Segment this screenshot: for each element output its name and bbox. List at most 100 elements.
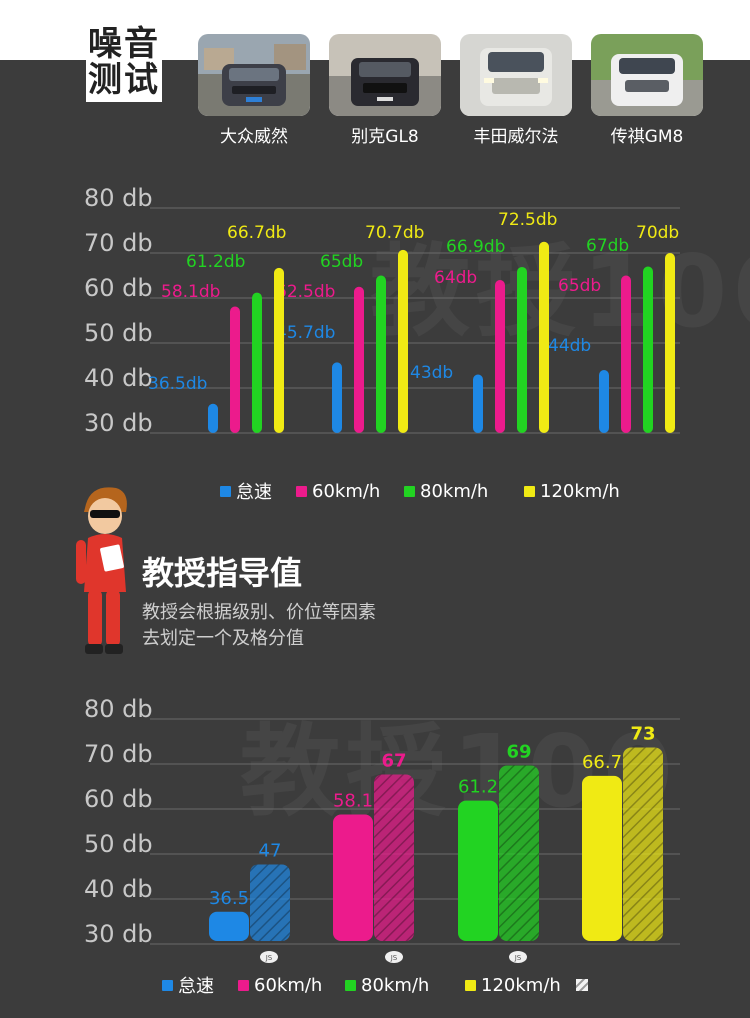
noise-test-title: 噪音 测试 bbox=[86, 26, 162, 102]
legend-label-120kmh: 120km/h bbox=[540, 480, 620, 502]
chart2-ytick-label: 70 db bbox=[84, 740, 153, 768]
chart1-bar bbox=[539, 241, 549, 433]
chart1-bar bbox=[208, 403, 218, 433]
legend2-label-80kmh: 80km/h bbox=[361, 974, 430, 996]
chart2-legend: 怠速 60km/h 80km/h 120km/h bbox=[0, 972, 750, 998]
chart1-bar bbox=[599, 370, 609, 433]
chart1-bar bbox=[517, 266, 527, 433]
chart1-data-label: 45.7db bbox=[276, 323, 335, 343]
car-label-buick-gl8: 别克GL8 bbox=[351, 127, 419, 147]
chart2-bar-guidance bbox=[499, 765, 539, 941]
chart2-js-marker-text: JS bbox=[265, 954, 273, 962]
title-line-1: 噪音 bbox=[88, 24, 160, 64]
chart1-bar bbox=[495, 280, 505, 433]
chart1-bar bbox=[621, 275, 631, 433]
car-photo-vw-viloran bbox=[198, 34, 310, 116]
chart1-ytick-label: 70 db bbox=[84, 229, 153, 257]
chart2-bar-measured bbox=[209, 911, 249, 941]
chart2-ytick-label: 50 db bbox=[84, 830, 153, 858]
chart2-data-label-guidance: 47 bbox=[259, 841, 282, 862]
professor-guidance-description: 教授会根据级别、价位等因素 去划定一个及格分值 bbox=[142, 600, 376, 652]
legend2-item-60kmh: 60km/h bbox=[238, 972, 322, 998]
chart2-bar-measured bbox=[582, 775, 622, 941]
legend2-swatch-120kmh bbox=[465, 979, 476, 991]
chart1-data-label: 65db bbox=[320, 252, 363, 272]
legend-swatch-80kmh bbox=[404, 485, 415, 497]
chart1-data-label: 70.7db bbox=[365, 223, 424, 243]
chart2-ytick-label: 80 db bbox=[84, 695, 153, 723]
chart1-data-label: 67db bbox=[586, 236, 629, 256]
chart1-bar bbox=[354, 286, 364, 433]
chart2-bar-guidance bbox=[250, 864, 290, 941]
legend2-item-120kmh: 120km/h bbox=[465, 972, 561, 998]
professor-guidance-chart: 30 db 40 db 50 db 60 db 70 db 80 db 36.5 47 58.1… bbox=[84, 695, 680, 963]
chart1-data-label: 62.5db bbox=[276, 282, 335, 302]
legend-label-80kmh: 80km/h bbox=[420, 480, 489, 502]
chart1-data-label: 43db bbox=[410, 363, 453, 383]
chart1-bar bbox=[230, 306, 240, 433]
chart1-bar bbox=[473, 374, 483, 433]
chart1-data-label: 58.1db bbox=[161, 282, 220, 302]
chart1-data-label: 66.7db bbox=[227, 223, 286, 243]
chart2-ytick-label: 40 db bbox=[84, 875, 153, 903]
legend2-swatch-idle bbox=[162, 979, 173, 991]
legend-item-120kmh: 120km/h bbox=[524, 478, 620, 504]
car-photo-trumpchi-gm8 bbox=[591, 34, 703, 116]
legend-item-idle: 怠速 bbox=[220, 478, 272, 504]
legend2-item-idle: 怠速 bbox=[162, 972, 214, 998]
chart1-data-label: 65db bbox=[558, 276, 601, 296]
chart2-ytick-label: 60 db bbox=[84, 785, 153, 813]
legend-label-idle: 怠速 bbox=[236, 482, 272, 503]
chart1-legend: 怠速 60km/h 80km/h 120km/h bbox=[0, 478, 750, 504]
chart1-ytick-label: 40 db bbox=[84, 364, 153, 392]
chart1-bar bbox=[252, 292, 262, 433]
legend2-item-hatched bbox=[576, 972, 588, 998]
chart2-bar-measured bbox=[333, 814, 373, 941]
legend2-hatched-swatch-icon bbox=[576, 979, 588, 991]
legend-item-80kmh: 80km/h bbox=[404, 478, 488, 504]
chart2-data-label-measured: 36.5 bbox=[209, 888, 249, 909]
chart1-data-label: 70db bbox=[636, 223, 679, 243]
chart2-data-label-guidance: 67 bbox=[381, 751, 406, 772]
legend-label-60kmh: 60km/h bbox=[312, 480, 381, 502]
chart1-bar bbox=[665, 253, 675, 433]
noise-test-chart: 30 db 40 db 50 db 60 db 70 db 80 db 36.5db 45.7… bbox=[84, 184, 680, 437]
legend-swatch-60kmh bbox=[296, 485, 307, 497]
chart2-bar-guidance bbox=[374, 774, 414, 941]
chart1-bar bbox=[332, 362, 342, 433]
chart1-data-label: 72.5db bbox=[498, 210, 557, 230]
chart2-data-label-guidance: 73 bbox=[630, 724, 655, 745]
chart2-bar-guidance bbox=[623, 747, 663, 941]
chart1-data-label: 64db bbox=[434, 268, 477, 288]
chart1-bar bbox=[643, 266, 653, 433]
legend2-label-120kmh: 120km/h bbox=[481, 974, 561, 996]
car-photo-buick-gl8 bbox=[329, 34, 441, 116]
legend2-swatch-80kmh bbox=[345, 979, 356, 991]
chart1-ytick-label: 50 db bbox=[84, 319, 153, 347]
legend2-label-60kmh: 60km/h bbox=[254, 974, 323, 996]
chart2-js-marker-text: JS bbox=[390, 954, 398, 962]
chart2-ytick-label: 30 db bbox=[84, 920, 153, 948]
legend2-item-80kmh: 80km/h bbox=[345, 972, 429, 998]
chart2-data-label-measured: 61.2 bbox=[458, 777, 498, 798]
legend-item-60kmh: 60km/h bbox=[296, 478, 380, 504]
professor-mascot-icon bbox=[76, 487, 127, 654]
professor-guidance-title: 教授指导值 bbox=[142, 554, 303, 592]
legend-swatch-idle bbox=[220, 485, 231, 497]
chart2-js-marker bbox=[509, 951, 527, 963]
chart1-data-label: 61.2db bbox=[186, 252, 245, 272]
chart1-ytick-label: 60 db bbox=[84, 274, 153, 302]
professor-desc-line-1: 教授会根据级别、价位等因素 bbox=[142, 602, 376, 623]
chart1-data-label: 66.9db bbox=[446, 237, 505, 257]
car-label-toyota-alphard: 丰田威尔法 bbox=[473, 127, 559, 147]
chart2-js-marker-text: JS bbox=[514, 954, 522, 962]
chart1-bar bbox=[398, 249, 408, 433]
car-photo-toyota-alphard bbox=[460, 34, 572, 116]
chart1-ytick-label: 80 db bbox=[84, 184, 153, 212]
legend2-label-idle: 怠速 bbox=[178, 976, 214, 997]
chart2-js-marker bbox=[260, 951, 278, 963]
car-label-vw-viloran: 大众威然 bbox=[220, 127, 288, 147]
chart2-data-label-measured: 66.7 bbox=[582, 752, 622, 773]
legend-swatch-120kmh bbox=[524, 485, 535, 497]
